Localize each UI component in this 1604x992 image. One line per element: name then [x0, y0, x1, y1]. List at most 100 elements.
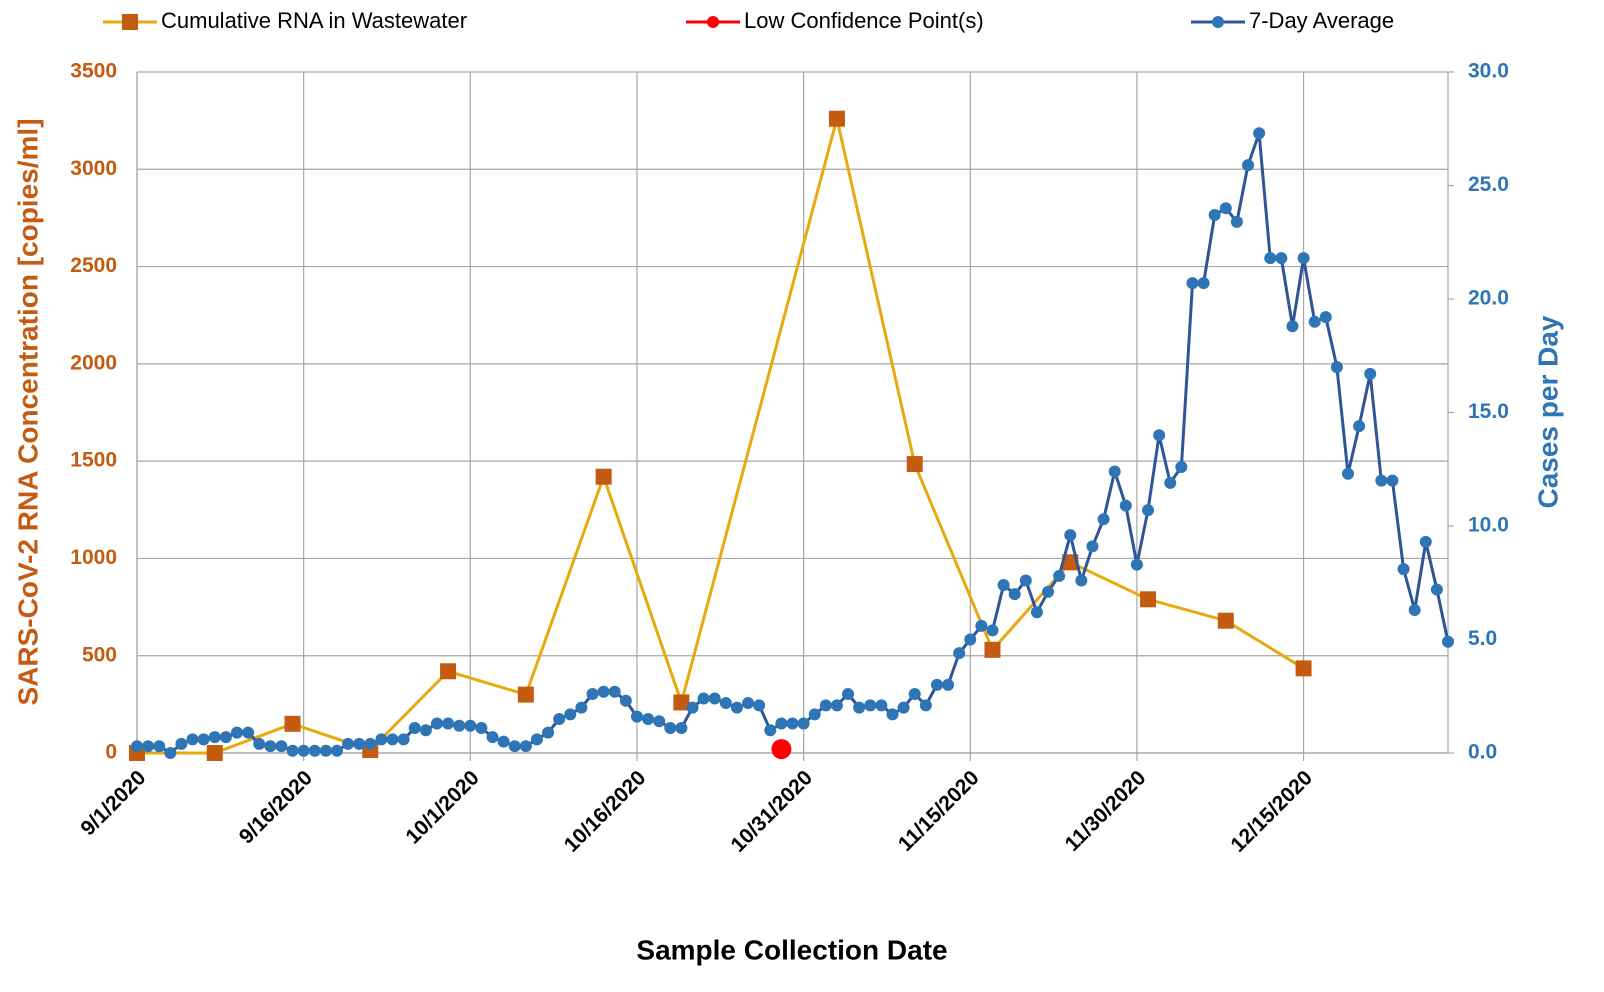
y2-tick-label: 5.0	[1468, 627, 1497, 650]
marker	[1062, 554, 1079, 571]
marker	[253, 737, 266, 750]
marker	[1086, 540, 1099, 553]
marker	[1242, 159, 1255, 172]
marker	[1153, 429, 1166, 442]
marker	[219, 731, 232, 744]
y-tick-label: 500	[82, 643, 117, 666]
marker	[797, 717, 810, 730]
marker	[1219, 202, 1232, 215]
marker	[264, 740, 277, 753]
x-tick-label: 11/30/2020	[1061, 766, 1151, 856]
marker	[1119, 499, 1132, 512]
y-tick-label: 2500	[70, 254, 117, 277]
series	[131, 127, 1454, 759]
x-tick-label: 11/15/2020	[894, 766, 984, 856]
marker	[886, 708, 899, 721]
marker	[1212, 16, 1224, 28]
marker	[719, 697, 732, 710]
marker	[197, 733, 210, 746]
marker	[842, 687, 855, 700]
marker	[875, 699, 888, 712]
marker	[1430, 583, 1443, 596]
marker	[440, 663, 457, 680]
legend-label: Low Confidence Point(s)	[744, 8, 984, 33]
marker	[319, 744, 332, 757]
marker	[486, 731, 499, 744]
x-tick-label: 10/1/2020	[401, 766, 483, 848]
marker	[1019, 574, 1032, 587]
marker	[597, 685, 610, 698]
marker	[164, 747, 177, 759]
legend-label: Cumulative RNA in Wastewater	[161, 8, 467, 33]
marker	[275, 740, 288, 753]
marker	[308, 744, 321, 757]
marker	[775, 717, 788, 730]
marker	[808, 708, 821, 721]
marker	[564, 708, 577, 721]
marker	[897, 701, 910, 714]
x-tick-label: 10/16/2020	[560, 766, 651, 857]
marker	[1042, 585, 1055, 598]
y2-tick-label: 30.0	[1468, 60, 1509, 83]
marker	[1264, 252, 1277, 265]
marker	[508, 740, 521, 753]
marker	[1097, 513, 1110, 526]
y2-tick-label: 0.0	[1468, 741, 1497, 764]
marker	[1217, 612, 1234, 629]
marker	[453, 719, 466, 732]
marker	[642, 712, 655, 725]
series-line	[137, 131, 1450, 755]
marker	[419, 724, 432, 737]
marker	[1197, 277, 1210, 290]
marker	[608, 685, 621, 698]
series	[129, 110, 1312, 761]
marker	[742, 697, 755, 710]
marker	[175, 737, 188, 750]
marker	[630, 710, 643, 723]
marker	[284, 715, 301, 732]
marker	[1397, 563, 1410, 576]
series-line	[137, 117, 1305, 755]
marker	[930, 678, 943, 691]
marker	[1286, 320, 1299, 333]
marker	[122, 14, 138, 30]
y-tick-label: 1000	[70, 546, 117, 569]
marker	[853, 701, 866, 714]
marker	[1342, 467, 1355, 480]
marker	[131, 740, 143, 753]
marker	[786, 717, 799, 730]
marker	[475, 722, 488, 735]
marker	[1275, 252, 1288, 265]
marker	[771, 739, 792, 760]
marker	[675, 722, 688, 735]
marker	[708, 692, 721, 705]
marker	[1364, 367, 1377, 380]
marker	[330, 744, 343, 757]
marker	[242, 726, 255, 739]
marker	[542, 726, 555, 739]
marker	[1230, 215, 1243, 228]
legend-label: 7-Day Average	[1249, 8, 1394, 33]
marker	[975, 619, 988, 632]
marker	[153, 740, 166, 753]
marker	[673, 694, 690, 711]
marker	[286, 744, 299, 757]
marker	[595, 468, 612, 485]
marker	[342, 737, 355, 750]
marker	[1442, 635, 1454, 648]
marker	[906, 456, 923, 473]
marker	[575, 701, 588, 714]
marker	[686, 701, 699, 714]
marker	[830, 699, 843, 712]
y-tick-label: 2000	[70, 351, 117, 374]
x-tick-label: 9/16/2020	[235, 766, 317, 848]
y2-axis-title: Cases per Day	[1532, 315, 1563, 508]
marker	[230, 726, 243, 739]
marker	[1142, 504, 1155, 517]
marker	[864, 699, 877, 712]
y2-tick-label: 25.0	[1468, 173, 1509, 196]
y2-tick-label: 15.0	[1468, 400, 1509, 423]
marker	[1130, 558, 1143, 571]
marker	[353, 737, 366, 750]
marker	[619, 694, 632, 707]
